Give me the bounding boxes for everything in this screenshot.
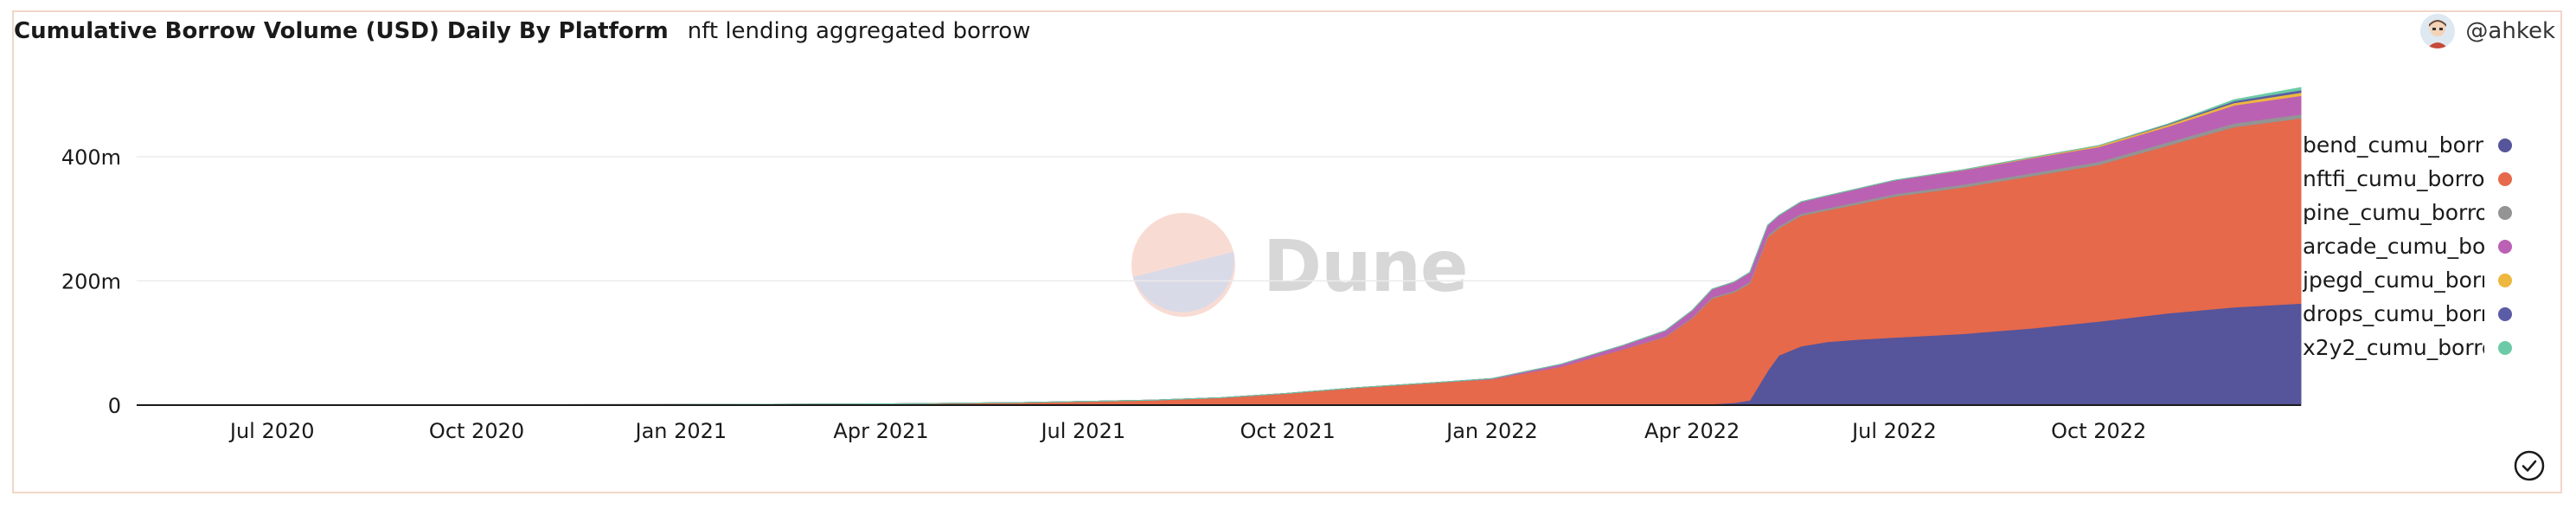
x-tick-label: Jan 2021 (634, 419, 727, 443)
x-tick-label: Jul 2020 (228, 419, 315, 443)
author-handle: @ahkek (2465, 18, 2555, 44)
x-tick-label: Oct 2020 (429, 419, 524, 443)
legend-label: pine_cumu_borrow (2303, 200, 2484, 225)
legend-item[interactable]: pine_cumu_borrow (2303, 196, 2536, 229)
chart-subtitle: nft lending aggregated borrow (687, 18, 1031, 44)
legend-swatch (2498, 205, 2512, 220)
legend-swatch (2498, 138, 2512, 152)
series-area-x2y2-cumu-borrow[interactable] (136, 87, 2302, 406)
chart-title: Cumulative Borrow Volume (USD) Daily By … (14, 18, 669, 44)
x-tick-label: Apr 2021 (833, 419, 928, 443)
legend-item[interactable]: drops_cumu_borrow (2303, 297, 2536, 331)
x-tick-label: Jul 2021 (1039, 419, 1125, 443)
watermark-text: Dune (1263, 225, 1468, 308)
series-areas (136, 87, 2302, 406)
x-tick-label: Jul 2022 (1850, 419, 1937, 443)
legend-label: arcade_cumu_borrow (2303, 234, 2484, 259)
legend-swatch (2498, 239, 2512, 254)
legend-swatch (2498, 171, 2512, 186)
y-axis-ticks: 0 200m 400m (61, 145, 121, 418)
chart-header: Cumulative Borrow Volume (USD) Daily By … (14, 14, 1030, 48)
author-link[interactable]: @ahkek (2420, 14, 2555, 48)
y-tick-label: 400m (61, 145, 121, 170)
legend-label: jpegd_cumu_borrow (2303, 267, 2484, 293)
x-tick-label: Apr 2022 (1644, 419, 1740, 443)
x-tick-label: Oct 2021 (1240, 419, 1336, 443)
legend-item[interactable]: x2y2_cumu_borrow (2303, 331, 2536, 364)
legend-label: bend_cumu_borrow (2303, 132, 2484, 158)
dune-watermark: Dune (1131, 213, 1468, 320)
legend-item[interactable]: arcade_cumu_borrow (2303, 229, 2536, 263)
y-tick-label: 200m (61, 270, 121, 294)
legend-swatch (2498, 340, 2512, 355)
legend-label: drops_cumu_borrow (2303, 301, 2484, 326)
check-icon[interactable] (2514, 450, 2545, 481)
legend-swatch (2498, 306, 2512, 321)
legend-item[interactable]: bend_cumu_borrow (2303, 128, 2536, 162)
y-tick-label: 0 (108, 394, 121, 418)
legend-item[interactable]: jpegd_cumu_borrow (2303, 263, 2536, 297)
legend-label: nftfi_cumu_borrow (2303, 166, 2484, 191)
x-axis-ticks: Jul 2020 Oct 2020 Jan 2021 Apr 2021 Jul 2021… (228, 419, 2146, 443)
x-tick-label: Jan 2022 (1445, 419, 1538, 443)
dune-logo-icon (1131, 213, 1235, 320)
avatar-icon (2420, 14, 2456, 48)
legend-label: x2y2_cumu_borrow (2303, 335, 2484, 360)
x-tick-label: Oct 2022 (2051, 419, 2146, 443)
legend-swatch (2498, 273, 2512, 287)
legend-item[interactable]: nftfi_cumu_borrow (2303, 162, 2536, 196)
chart-legend: bend_cumu_borrow nftfi_cumu_borrow pine_cu… (2303, 128, 2536, 364)
